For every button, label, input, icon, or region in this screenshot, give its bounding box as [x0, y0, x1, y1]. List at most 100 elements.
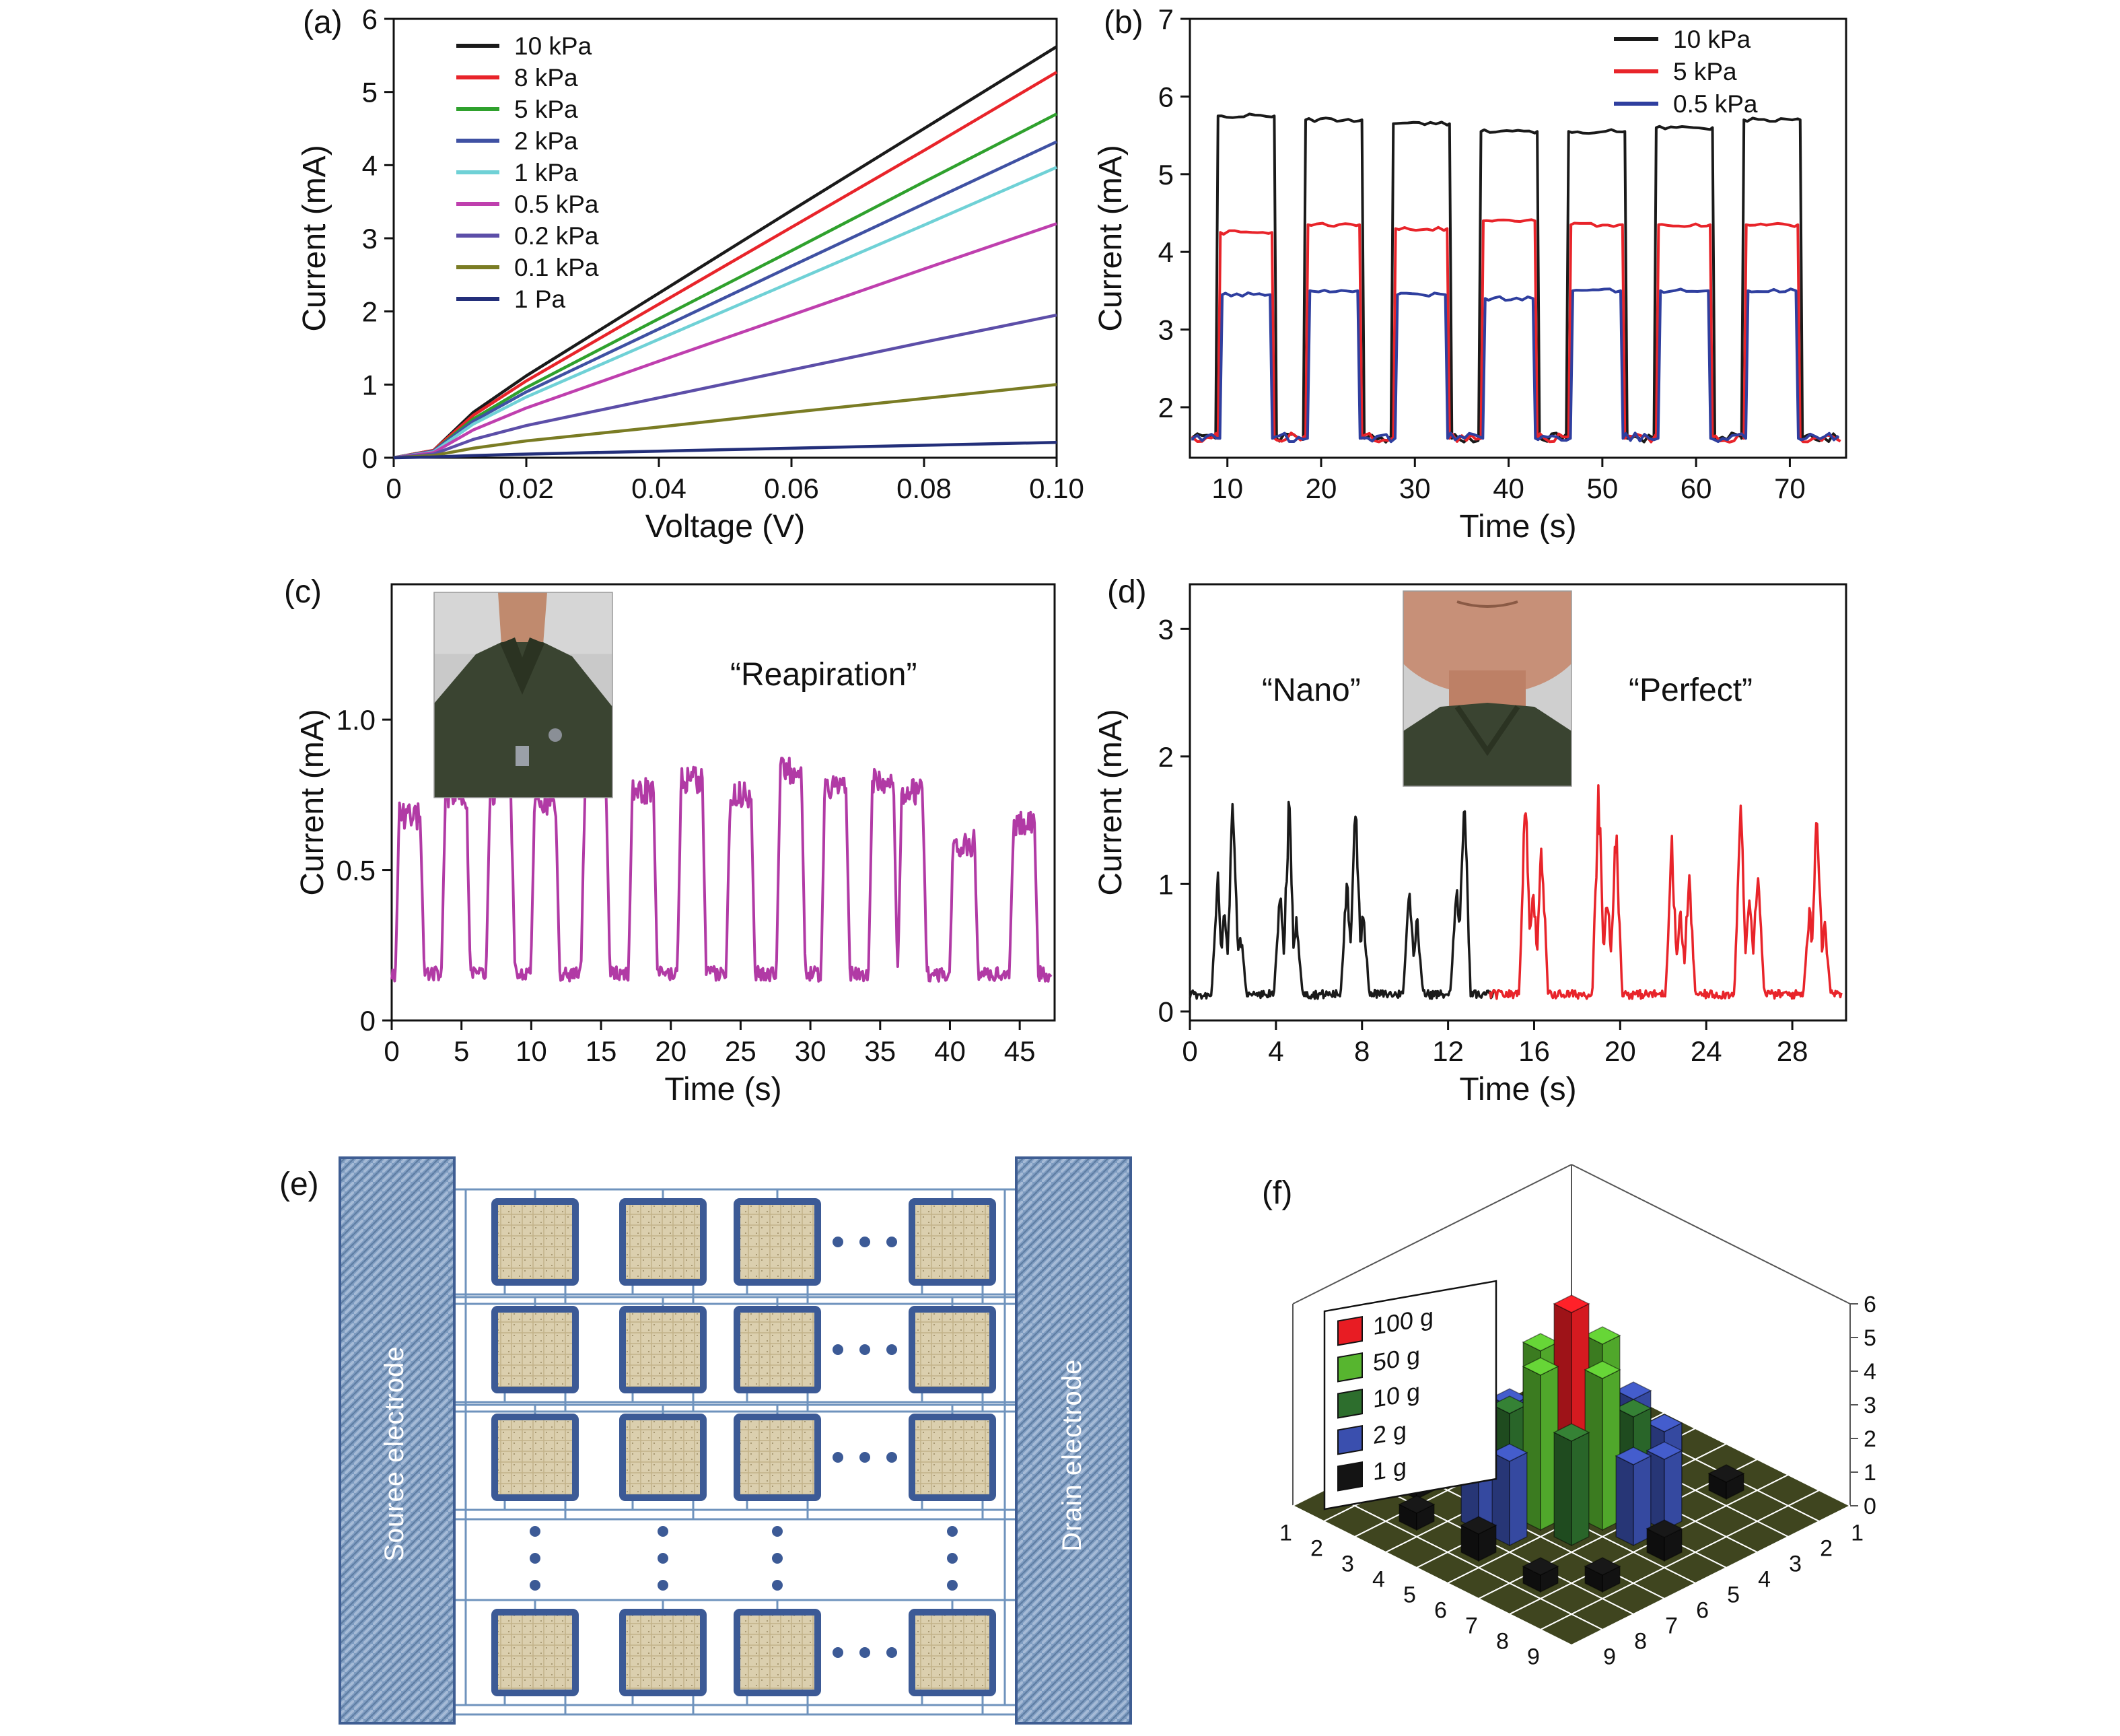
source-electrode — [339, 1156, 456, 1725]
legend-label: 5 kPa — [1673, 58, 1737, 85]
series-1-kPa — [393, 166, 1057, 460]
x-axis-label: Time (s) — [1459, 1072, 1576, 1107]
bar-2g — [1615, 1447, 1652, 1547]
legend-label: 0.2 kPa — [514, 222, 599, 250]
sensor-device — [619, 1306, 707, 1393]
sensor-device — [909, 1414, 996, 1501]
sensor-device — [734, 1609, 821, 1696]
bar-1g — [1398, 1495, 1436, 1531]
series-0.2-kPa — [393, 313, 1057, 460]
axes: 10 20 30 40 50 60 70 2 3 4 5 6 7 Time (s) Current (mA) — [1093, 3, 1847, 545]
svg-text:35: 35 — [864, 1035, 896, 1067]
svg-text:6: 6 — [1434, 1597, 1447, 1623]
svg-text:40: 40 — [1493, 473, 1524, 504]
legend-label: 2 g — [1373, 1416, 1407, 1450]
svg-text:3: 3 — [1789, 1551, 1802, 1576]
svg-text:0: 0 — [1182, 1035, 1197, 1067]
sensor-device — [619, 1198, 707, 1286]
svg-text:10: 10 — [516, 1035, 547, 1067]
svg-text:4: 4 — [1268, 1035, 1283, 1067]
bar-2g — [1646, 1441, 1683, 1531]
svg-text:70: 70 — [1774, 473, 1806, 504]
series-0.1-kPa — [393, 383, 1057, 460]
y-axis-label: Current (mA) — [297, 145, 332, 331]
svg-text:0.10: 0.10 — [1029, 473, 1084, 504]
annotation-nano: “Nano” — [1262, 672, 1361, 708]
legend-label: 1 kPa — [514, 159, 578, 186]
sensor-device — [491, 1306, 579, 1393]
svg-text:7: 7 — [1665, 1613, 1678, 1638]
svg-text:6: 6 — [1158, 81, 1174, 112]
svg-text:6: 6 — [1864, 1292, 1876, 1317]
svg-text:8: 8 — [1634, 1628, 1647, 1654]
svg-text:28: 28 — [1777, 1035, 1808, 1067]
svg-text:7: 7 — [1158, 3, 1174, 35]
legend-swatch — [1337, 1315, 1363, 1346]
sensor-device — [734, 1306, 821, 1393]
legend: 10 kPa 8 kPa 5 kPa 2 kPa 1 kPa 0.5 kPa 0.2 kPa… — [456, 32, 599, 313]
svg-text:1: 1 — [1279, 1520, 1292, 1546]
bar-1g — [1460, 1516, 1497, 1562]
svg-text:4: 4 — [1158, 236, 1174, 268]
svg-text:25: 25 — [725, 1035, 756, 1067]
svg-text:0.5: 0.5 — [337, 855, 376, 887]
bar-1g — [1522, 1557, 1559, 1593]
axes: 0 0.02 0.04 0.06 0.08 0.10 0 1 2 3 4 5 6 Voltage (V) C… — [297, 3, 1084, 545]
legend-label: 1 g — [1373, 1453, 1407, 1486]
panel-c-label: (c) — [284, 574, 322, 610]
svg-text:3: 3 — [1341, 1551, 1354, 1576]
svg-text:1.0: 1.0 — [337, 704, 376, 736]
svg-text:0.04: 0.04 — [631, 473, 686, 504]
svg-text:0.08: 0.08 — [896, 473, 952, 504]
svg-text:0: 0 — [384, 1035, 399, 1067]
svg-text:3: 3 — [1158, 613, 1174, 645]
y-axis-label: Current (mA) — [1093, 709, 1129, 895]
legend-label: 2 kPa — [514, 127, 578, 155]
svg-text:8: 8 — [1496, 1628, 1509, 1654]
legend-label: 10 kPa — [1673, 26, 1751, 53]
series-nano — [1189, 800, 1496, 1000]
svg-text:0: 0 — [1864, 1494, 1876, 1519]
svg-text:2: 2 — [1310, 1535, 1323, 1561]
sensor-devices — [491, 1198, 996, 1696]
svg-text:3: 3 — [362, 223, 378, 254]
svg-text:16: 16 — [1518, 1035, 1550, 1067]
series-0.5-kPa — [393, 222, 1057, 460]
series-0.5-kPa — [1191, 287, 1840, 444]
svg-text:50: 50 — [1586, 473, 1618, 504]
svg-text:3: 3 — [1158, 314, 1174, 346]
svg-text:20: 20 — [1306, 473, 1337, 504]
sensor-device — [491, 1198, 579, 1286]
annotation-perfect: “Perfect” — [1629, 672, 1753, 708]
svg-text:4: 4 — [1864, 1359, 1876, 1385]
svg-text:0: 0 — [386, 473, 401, 504]
bar-2g — [1491, 1443, 1528, 1547]
bar-1g — [1646, 1519, 1683, 1562]
svg-text:5: 5 — [1727, 1582, 1740, 1607]
svg-text:2: 2 — [1158, 741, 1174, 773]
svg-text:0.06: 0.06 — [764, 473, 819, 504]
svg-text:2: 2 — [1820, 1535, 1833, 1561]
svg-text:1: 1 — [1158, 868, 1174, 900]
svg-text:1: 1 — [1864, 1460, 1876, 1486]
svg-text:4: 4 — [1372, 1566, 1385, 1592]
drain-electrode-label: Drain electrode — [1057, 1358, 1087, 1552]
legend-label: 10 kPa — [514, 32, 592, 60]
svg-text:40: 40 — [934, 1035, 966, 1067]
svg-text:3: 3 — [1864, 1393, 1876, 1418]
svg-text:6: 6 — [1696, 1597, 1709, 1623]
photo-inset-respiration — [433, 592, 613, 798]
chart-b-cyclic-response: 10 20 30 40 50 60 70 2 3 4 5 6 7 Time (s) Current (mA)… — [1093, 3, 1847, 545]
sensor-device — [909, 1609, 996, 1696]
svg-text:10: 10 — [1211, 473, 1243, 504]
legend-label: 0.1 kPa — [514, 254, 599, 281]
legend-label: 5 kPa — [514, 96, 578, 123]
sensor-device — [491, 1609, 579, 1696]
svg-text:5: 5 — [1158, 159, 1174, 190]
drain-electrode — [1015, 1156, 1132, 1725]
panel-b-label: (b) — [1104, 5, 1143, 40]
